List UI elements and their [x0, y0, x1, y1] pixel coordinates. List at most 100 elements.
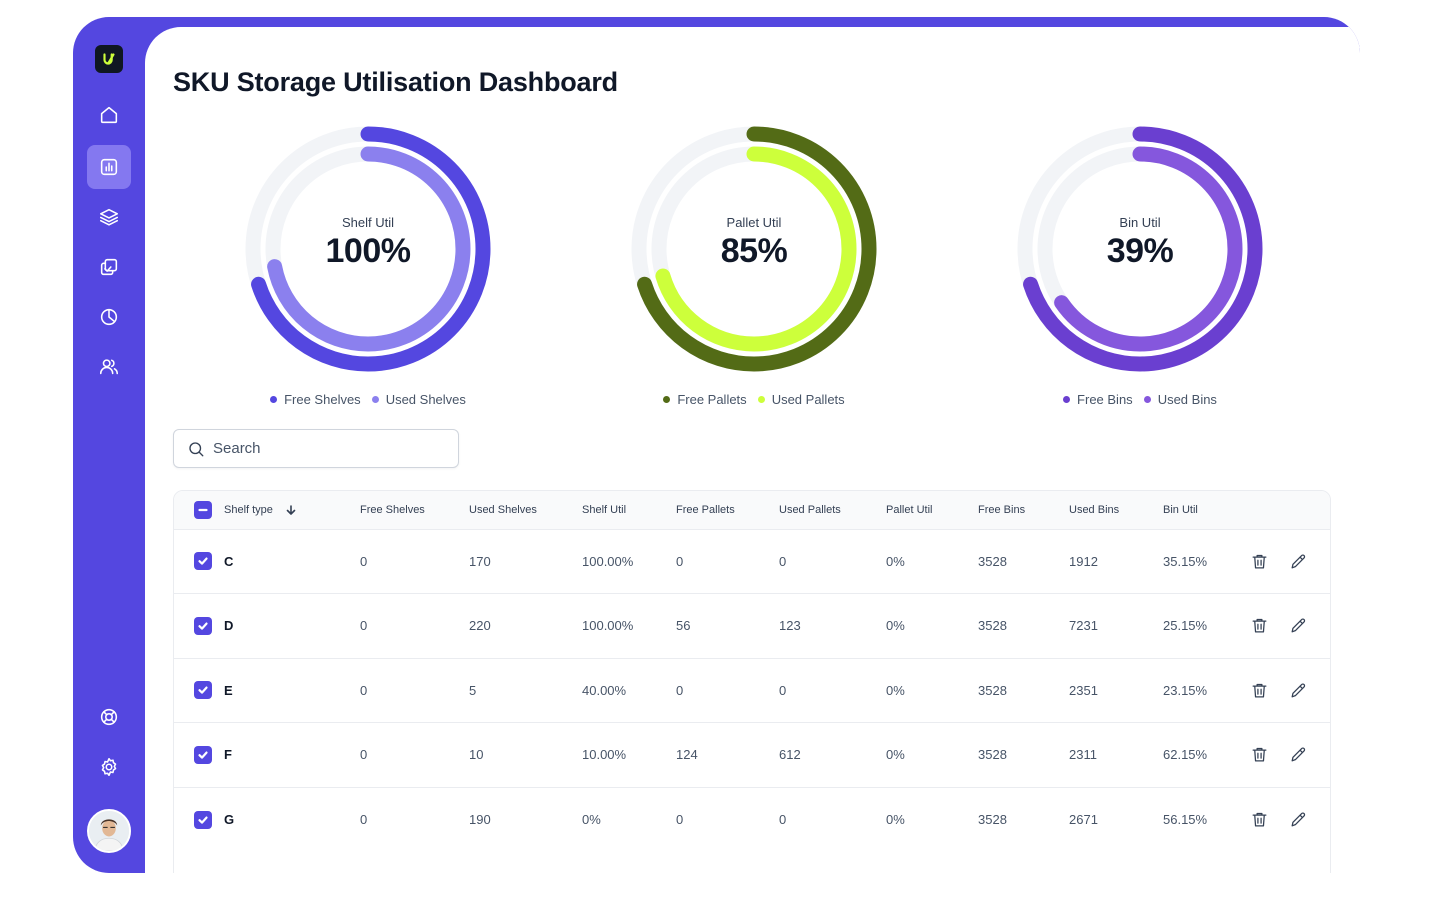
cell-used-shelves: 5: [469, 682, 477, 698]
check-icon: [198, 686, 208, 694]
pallet-util-ring: [631, 126, 877, 372]
delete-button[interactable]: [1249, 680, 1269, 700]
bin-util-value: 39%: [1106, 232, 1174, 270]
row-checkbox[interactable]: [194, 745, 212, 764]
pencil-icon: [1291, 554, 1305, 569]
pallet-util-donut: Pallet Util 85% Free Pallets Used Pallet…: [624, 119, 884, 419]
header-shelf-type[interactable]: Shelf type: [174, 491, 360, 529]
header-used-pallets: Used Pallets: [779, 503, 841, 516]
cell-free-pallets: 0: [676, 553, 684, 569]
legend-used-pallets: Used Pallets: [757, 392, 845, 407]
legend-free-pallets: Free Pallets: [663, 392, 747, 407]
sort-arrow[interactable]: [285, 504, 297, 516]
search-box[interactable]: [173, 429, 459, 468]
cell-used-pallets: 123: [779, 618, 801, 634]
delete-button[interactable]: [1249, 616, 1269, 636]
header-free-pallets: Free Pallets: [676, 503, 735, 516]
cell-shelf-util: 40.00%: [582, 682, 627, 698]
cell-used-pallets: 0: [779, 812, 787, 827]
legend-label: Free Shelves: [284, 392, 361, 407]
shelf-free-arc: [245, 126, 491, 372]
edit-button[interactable]: [1288, 616, 1308, 636]
arrow-down-icon: [286, 504, 296, 515]
pencil-icon: [1291, 683, 1305, 698]
sidebar-item-analytics[interactable]: [87, 295, 131, 339]
table-row[interactable]: C 0 170 100.00% 0 0 0% 3528 1912 35.15%: [174, 529, 1330, 594]
cell-free-pallets: 124: [676, 747, 698, 763]
avatar-icon: [89, 811, 129, 851]
user-avatar[interactable]: [87, 809, 131, 853]
trash-icon: [1252, 683, 1266, 698]
header-label: Shelf type: [224, 503, 273, 516]
cell-used-pallets: 0: [779, 553, 787, 569]
app-logo[interactable]: [95, 45, 123, 73]
cell-bin-util: 35.15%: [1163, 553, 1208, 569]
delete-button[interactable]: [1249, 810, 1269, 830]
delete-button[interactable]: [1249, 745, 1269, 765]
sidebar-item-reports[interactable]: [87, 145, 131, 189]
cell-used-bins: 2311: [1069, 747, 1097, 763]
shelf-legend: Free Shelves Used Shelves: [238, 392, 498, 407]
copy-check-icon: [100, 258, 118, 276]
sidebar-item-tasks[interactable]: [87, 245, 131, 289]
sidebar-item-settings[interactable]: [87, 745, 131, 789]
row-checkbox[interactable]: [194, 810, 212, 829]
cell-free-shelves: 0: [360, 682, 368, 698]
table-row[interactable]: D 0 220 100.00% 56 123 0% 3528 7231 25.15%: [174, 593, 1330, 659]
sidebar-item-users[interactable]: [87, 345, 131, 389]
select-all-checkbox[interactable]: [194, 500, 212, 519]
shelf-type-cell: D: [224, 618, 234, 634]
row-checkbox[interactable]: [194, 616, 212, 635]
edit-button[interactable]: [1288, 810, 1308, 830]
cell-free-shelves: 0: [360, 553, 368, 569]
pallet-used-arc: [651, 146, 857, 352]
cell-free-bins: 3528: [978, 553, 1007, 569]
cell-shelf-util: 0%: [582, 812, 601, 827]
cell-shelf-util: 10.00%: [582, 747, 627, 763]
header-actions: [1249, 491, 1330, 529]
header-free-shelves: Free Shelves: [360, 503, 425, 516]
legend-label: Free Bins: [1077, 392, 1133, 407]
row-checkbox[interactable]: [194, 681, 212, 700]
bin-free-arc: [1017, 126, 1263, 372]
pie-chart-icon: [100, 308, 118, 326]
search-icon: [189, 441, 204, 456]
legend-dot: [663, 396, 671, 403]
cell-free-shelves: 0: [360, 747, 368, 763]
table-row[interactable]: E 0 5 40.00% 0 0 0% 3528 2351 23.15%: [174, 658, 1330, 723]
search-input[interactable]: [213, 440, 433, 457]
cell-pallet-util: 0%: [886, 682, 905, 698]
edit-button[interactable]: [1288, 551, 1308, 571]
header-used-shelves: Used Shelves: [469, 503, 537, 516]
bin-util-donut: Bin Util 39% Free Bins Used Bins: [1010, 119, 1270, 419]
pallet-free-arc: [631, 126, 877, 372]
shelf-type-cell: F: [224, 747, 232, 763]
legend-dot: [1143, 396, 1151, 403]
cell-used-shelves: 190: [469, 812, 491, 827]
pencil-icon: [1291, 618, 1305, 633]
delete-button[interactable]: [1249, 551, 1269, 571]
edit-button[interactable]: [1288, 680, 1308, 700]
cell-free-shelves: 0: [360, 812, 368, 827]
check-icon: [198, 557, 208, 565]
cell-used-bins: 7231: [1069, 618, 1098, 634]
sidebar-item-layers[interactable]: [87, 195, 131, 239]
table-row[interactable]: F 0 10 10.00% 124 612 0% 3528 2311 62.15%: [174, 722, 1330, 788]
sidebar-item-support[interactable]: [87, 695, 131, 739]
trash-icon: [1252, 812, 1266, 827]
row-checkbox[interactable]: [194, 552, 212, 571]
bin-util-label: Bin Util: [1119, 215, 1161, 230]
app-frame: SKU Storage Utilisation Dashboard Shelf …: [73, 17, 1360, 873]
bin-legend: Free Bins Used Bins: [1010, 392, 1270, 407]
cell-free-bins: 3528: [978, 812, 1007, 827]
shelf-util-ring: [245, 126, 491, 372]
legend-dot: [270, 396, 278, 403]
pencil-icon: [1291, 812, 1305, 827]
table-row[interactable]: G 0 190 0% 0 0 0% 3528 2671 56.15%: [174, 787, 1330, 852]
cell-used-bins: 1912: [1069, 553, 1098, 569]
sidebar-item-home[interactable]: [87, 93, 131, 137]
cell-free-pallets: 56: [676, 618, 691, 634]
cell-used-shelves: 220: [469, 618, 491, 634]
shelf-type-cell: E: [224, 682, 233, 698]
edit-button[interactable]: [1288, 745, 1308, 765]
